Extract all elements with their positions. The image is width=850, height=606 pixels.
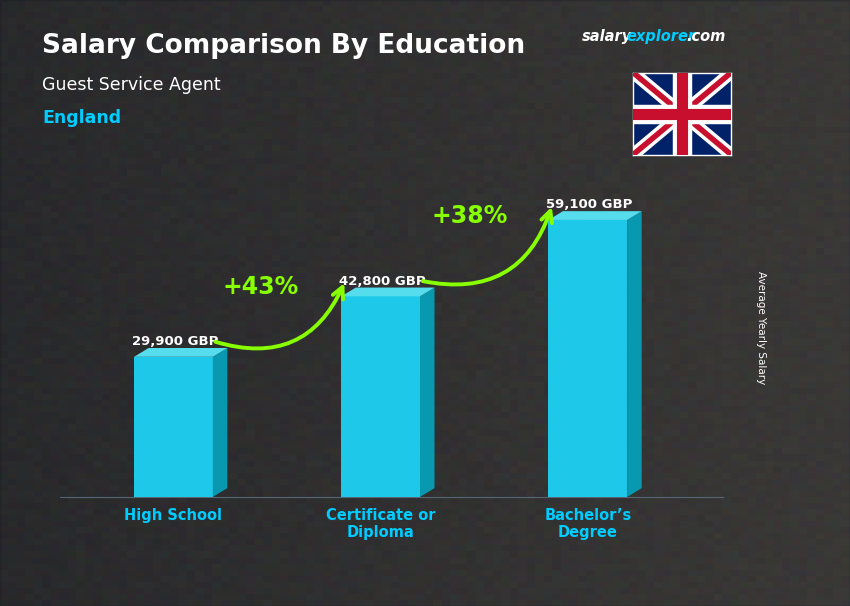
Polygon shape — [342, 288, 434, 296]
Polygon shape — [548, 211, 642, 220]
Text: England: England — [42, 109, 122, 127]
Text: Guest Service Agent: Guest Service Agent — [42, 76, 221, 94]
Polygon shape — [627, 211, 642, 497]
Text: salary: salary — [582, 29, 632, 44]
Text: 59,100 GBP: 59,100 GBP — [547, 198, 632, 211]
Text: explorer: explorer — [626, 29, 695, 44]
Text: 29,900 GBP: 29,900 GBP — [132, 335, 218, 348]
Polygon shape — [134, 348, 227, 357]
Polygon shape — [420, 288, 434, 497]
Bar — [342, 296, 420, 497]
Text: Average Yearly Salary: Average Yearly Salary — [756, 271, 766, 384]
Bar — [548, 220, 627, 497]
Text: Salary Comparison By Education: Salary Comparison By Education — [42, 33, 525, 59]
Text: +43%: +43% — [223, 275, 298, 299]
Bar — [134, 357, 212, 497]
Text: 42,800 GBP: 42,800 GBP — [339, 275, 426, 288]
Polygon shape — [212, 348, 227, 497]
Text: +38%: +38% — [432, 204, 508, 227]
Text: .com: .com — [687, 29, 726, 44]
